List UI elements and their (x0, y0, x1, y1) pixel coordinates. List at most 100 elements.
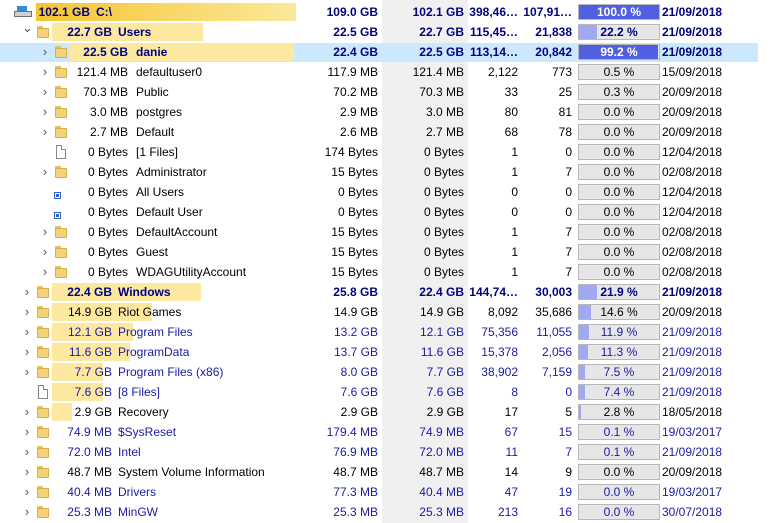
percent-of-parent-bar: 0.0 % (578, 244, 660, 260)
folder-name[interactable]: Recovery (118, 405, 169, 419)
last-modified-column: 12/04/2018 (662, 145, 723, 159)
expand-chevron-icon[interactable]: › (24, 484, 30, 499)
folder-name[interactable]: $SysReset (118, 425, 177, 439)
folder-name[interactable]: System Volume Information (118, 465, 265, 479)
tree-row[interactable]: › 14.9 GB Riot Games 14.9 GB 14.9 GB 8,092 35,… (0, 302, 773, 322)
tree-row[interactable]: 7.6 GB [8 Files] 7.6 GB 7.6 GB 8 0 21/09/2018 7… (0, 382, 773, 402)
expand-chevron-icon[interactable]: › (24, 404, 30, 419)
tree-row[interactable]: ⌄ 22.7 GB Users 22.5 GB 22.7 GB 115,45… 21,838… (0, 20, 773, 42)
tree-row[interactable]: › 121.4 MB defaultuser0 117.9 MB 121.4 MB 2,1… (0, 62, 773, 82)
folder-name[interactable]: Program Files (x86) (118, 365, 224, 379)
tree-row[interactable]: › 70.3 MB Public 70.2 MB 70.3 MB 33 25 20/09/20… (0, 82, 773, 102)
folders-column: 81 (558, 105, 572, 119)
tree-row[interactable]: › 74.9 MB $SysReset 179.4 MB 74.9 MB 67 15 19/0… (0, 422, 773, 442)
folder-name[interactable]: Riot Games (118, 305, 182, 319)
folder-name[interactable]: ProgramData (118, 345, 190, 359)
percent-fill (579, 405, 581, 419)
folder-name[interactable]: Windows (118, 285, 171, 299)
percent-label: 0.0 % (603, 225, 635, 239)
expand-chevron-icon[interactable]: › (24, 444, 30, 459)
expand-chevron-icon[interactable]: › (24, 324, 30, 339)
size-column: 70.2 MB (333, 85, 378, 99)
expand-chevron-icon[interactable]: › (24, 364, 30, 379)
tree-row[interactable]: › 72.0 MB Intel 76.9 MB 72.0 MB 11 7 21/09/2018… (0, 442, 773, 462)
folder-name[interactable]: Public (136, 85, 169, 99)
tree-row[interactable]: › 11.6 GB ProgramData 13.7 GB 11.6 GB 15,378 2… (0, 342, 773, 362)
folder-name[interactable]: Default (136, 125, 175, 139)
folders-column: 11,055 (536, 325, 572, 339)
tree-row[interactable]: › 22.4 GB Windows 25.8 GB 22.4 GB 144,74… 30,0… (0, 282, 773, 302)
allocated-column: 70.3 MB (419, 85, 464, 99)
folder-name[interactable]: Users (118, 25, 152, 39)
tree-row[interactable]: 0 Bytes All Users 0 Bytes 0 Bytes 0 0 12/04/20… (0, 182, 773, 202)
tree-row[interactable]: › 0 Bytes WDAGUtilityAccount 15 Bytes 0 Byte… (0, 262, 773, 282)
files-column: 1 (511, 245, 518, 259)
expand-chevron-icon[interactable]: › (42, 84, 48, 99)
folders-column: 35,686 (535, 305, 572, 319)
folder-name[interactable]: [8 Files] (118, 385, 161, 399)
tree-row[interactable]: › 7.7 GB Program Files (x86) 8.0 GB 7.7 GB 38… (0, 362, 773, 382)
folder-name[interactable]: MinGW (118, 505, 158, 519)
tree-row[interactable]: 0 Bytes [1 Files] 174 Bytes 0 Bytes 1 0 12/04/… (0, 142, 773, 162)
expand-chevron-icon[interactable]: › (42, 44, 48, 59)
expand-chevron-icon[interactable]: › (42, 124, 48, 139)
vertical-scrollbar[interactable] (761, 0, 773, 523)
folder-name[interactable]: danie (136, 45, 168, 59)
folder-name[interactable]: defaultuser0 (136, 65, 203, 79)
allocated-column: 14.9 GB (419, 305, 464, 319)
folder-name[interactable]: C:\ (96, 5, 112, 19)
folder-name[interactable]: Default User (136, 205, 203, 219)
tree-row[interactable]: › 2.9 GB Recovery 2.9 GB 2.9 GB 17 5 18/05/2018… (0, 402, 773, 422)
tree-row[interactable]: › 0 Bytes DefaultAccount 15 Bytes 0 Bytes 1 7 0… (0, 222, 773, 242)
collapse-chevron-icon[interactable]: ⌄ (22, 20, 33, 35)
percent-label: 0.0 % (603, 485, 635, 499)
percent-fill (579, 45, 658, 59)
expand-chevron-icon[interactable]: › (42, 244, 48, 259)
percent-label: 0.0 % (603, 505, 635, 519)
expand-chevron-icon[interactable]: › (42, 164, 48, 179)
folder-name[interactable]: Guest (136, 245, 169, 259)
percent-of-parent-bar: 21.9 % (578, 284, 660, 300)
expand-chevron-icon[interactable]: › (24, 464, 30, 479)
tree-row[interactable]: › 22.5 GB danie 22.4 GB 22.5 GB 113,14… 20,842… (0, 42, 773, 62)
expand-chevron-icon[interactable]: › (24, 284, 30, 299)
percent-fill (579, 325, 589, 339)
expand-chevron-icon[interactable]: › (42, 104, 48, 119)
expand-chevron-icon[interactable]: › (42, 224, 48, 239)
tree-row[interactable]: › 2.7 MB Default 2.6 MB 2.7 MB 68 78 20/09/2018… (0, 122, 773, 142)
expand-chevron-icon[interactable]: › (24, 344, 30, 359)
folder-icon (54, 245, 68, 259)
tree-row[interactable]: › 0 Bytes Administrator 15 Bytes 0 Bytes 1 7 02… (0, 162, 773, 182)
folder-name[interactable]: Program Files (118, 325, 193, 339)
tree-row[interactable]: › 25.3 MB MinGW 25.3 MB 25.3 MB 213 16 30/07/20… (0, 502, 773, 522)
last-modified-column: 21/09/2018 (662, 25, 723, 39)
expand-chevron-icon[interactable]: › (42, 64, 48, 79)
tree-row[interactable]: › 12.1 GB Program Files 13.2 GB 12.1 GB 75,35… (0, 322, 773, 342)
folder-name[interactable]: postgres (136, 105, 183, 119)
size-bar (52, 283, 201, 301)
folder-name[interactable]: Drivers (118, 485, 156, 499)
tree-row[interactable]: › 3.0 MB postgres 2.9 MB 3.0 MB 80 81 20/09/201… (0, 102, 773, 122)
percent-of-parent-bar: 0.0 % (578, 484, 660, 500)
size-bar (52, 403, 72, 421)
folder-name[interactable]: DefaultAccount (136, 225, 218, 239)
folder-name[interactable]: WDAGUtilityAccount (136, 265, 247, 279)
expand-chevron-icon[interactable]: › (24, 504, 30, 519)
folder-name[interactable]: Intel (118, 445, 141, 459)
percent-label: 7.5 % (603, 365, 635, 379)
tree-row[interactable]: 0 Bytes Default User 0 Bytes 0 Bytes 0 0 12/04… (0, 202, 773, 222)
tree-row[interactable]: › 40.4 MB Drivers 77.3 MB 40.4 MB 47 19 19/03/2… (0, 482, 773, 502)
last-modified-column: 15/09/2018 (662, 65, 723, 79)
expand-chevron-icon[interactable]: › (24, 304, 30, 319)
tree-row[interactable]: › 48.7 MB System Volume Information 48.7 MB… (0, 462, 773, 482)
percent-label: 0.0 % (603, 145, 635, 159)
size-column: 15 Bytes (331, 265, 378, 279)
folder-name[interactable]: [1 Files] (136, 145, 179, 159)
expand-chevron-icon[interactable]: › (42, 264, 48, 279)
expand-chevron-icon[interactable]: › (24, 424, 30, 439)
folder-name[interactable]: All Users (136, 185, 185, 199)
tree-row[interactable]: › 0 Bytes Guest 15 Bytes 0 Bytes 1 7 02/08/2018… (0, 242, 773, 262)
folder-name[interactable]: Administrator (136, 165, 207, 179)
